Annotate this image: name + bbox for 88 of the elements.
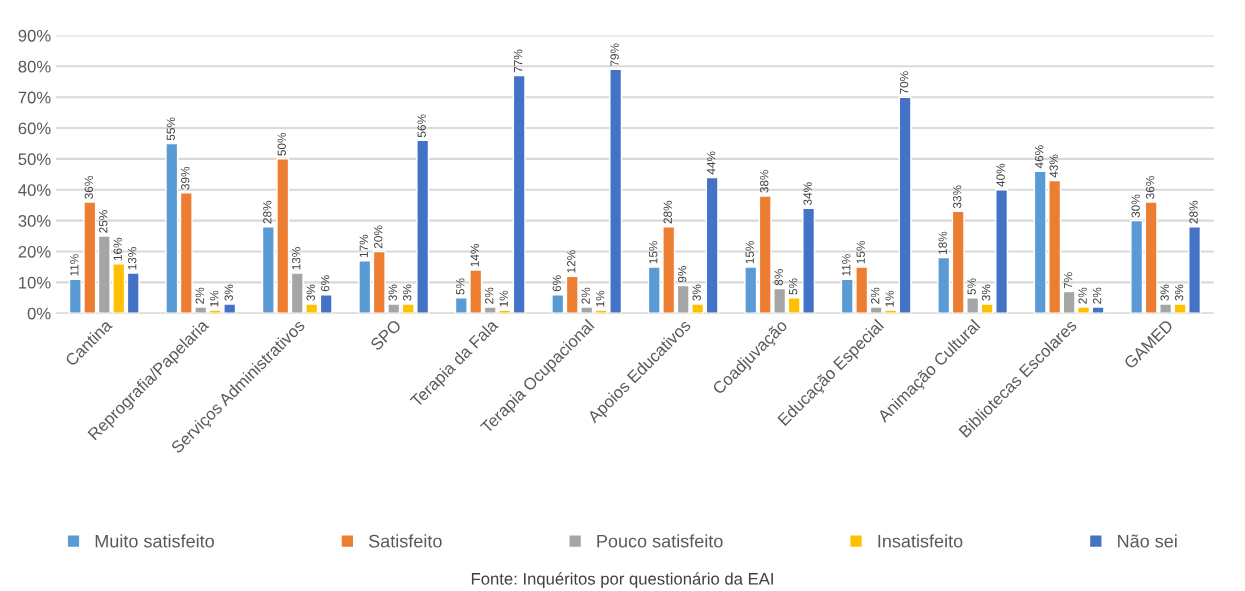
legend-label: Insatisfeito bbox=[878, 534, 963, 548]
legend-label: Pouco satisfeito bbox=[597, 534, 723, 548]
data-label: 36% bbox=[1145, 176, 1155, 199]
y-tick-label: 0% bbox=[27, 307, 51, 320]
data-label: 8% bbox=[774, 269, 783, 286]
data-label: 2% bbox=[195, 287, 204, 304]
data-label: 2% bbox=[581, 287, 590, 304]
y-tick-label: 50% bbox=[18, 153, 51, 166]
data-label: 43% bbox=[1049, 154, 1058, 178]
data-label: 15% bbox=[856, 240, 865, 264]
data-label: 77% bbox=[514, 49, 523, 73]
data-label: 50% bbox=[277, 132, 286, 156]
bar bbox=[1091, 306, 1105, 314]
data-label: 3% bbox=[403, 284, 412, 301]
bar bbox=[1130, 219, 1144, 314]
legend-label: Não sei bbox=[1118, 534, 1177, 548]
data-label: 28% bbox=[263, 200, 272, 224]
data-label: 5% bbox=[456, 278, 465, 295]
data-label: 28% bbox=[1189, 200, 1198, 224]
data-label: 1% bbox=[885, 290, 894, 307]
data-label: 15% bbox=[745, 240, 754, 264]
data-label: 2% bbox=[1092, 287, 1102, 304]
data-label: 5% bbox=[967, 278, 976, 295]
data-label: 17% bbox=[359, 234, 368, 258]
bar bbox=[898, 96, 912, 314]
data-label: 11% bbox=[70, 254, 79, 276]
legend-label: Satisfeito bbox=[368, 534, 442, 548]
data-label: 14% bbox=[470, 244, 479, 267]
data-label: 36% bbox=[84, 176, 93, 199]
data-label: 44% bbox=[707, 151, 716, 175]
y-tick-label: 60% bbox=[18, 122, 51, 135]
data-label: 1% bbox=[499, 290, 508, 307]
data-label: 28% bbox=[663, 200, 672, 224]
data-label: 25% bbox=[99, 210, 108, 233]
data-label: 79% bbox=[610, 43, 619, 67]
data-label: 46% bbox=[1035, 145, 1044, 169]
data-label: 30% bbox=[1131, 194, 1140, 218]
data-label: 7% bbox=[1064, 272, 1073, 289]
y-tick-label: 90% bbox=[18, 29, 51, 42]
data-label: 20% bbox=[374, 225, 383, 249]
data-label: 18% bbox=[938, 231, 947, 254]
legend-label: Muito satisfeito bbox=[95, 534, 214, 548]
bar bbox=[319, 294, 333, 314]
data-label: 6% bbox=[321, 275, 330, 292]
bar bbox=[551, 294, 565, 314]
data-label: 2% bbox=[870, 287, 880, 304]
data-label: 55% bbox=[166, 117, 175, 141]
data-label: 2% bbox=[485, 287, 494, 304]
y-tick-label: 70% bbox=[18, 91, 51, 104]
y-tick-label: 80% bbox=[18, 60, 51, 73]
data-label: 2% bbox=[1078, 287, 1087, 304]
bar bbox=[358, 260, 372, 314]
data-label: 6% bbox=[552, 275, 561, 292]
data-label: 13% bbox=[292, 247, 301, 270]
y-tick-label: 20% bbox=[18, 245, 51, 258]
y-tick-label: 40% bbox=[18, 184, 51, 196]
data-label: 40% bbox=[996, 163, 1005, 187]
data-label: 5% bbox=[789, 278, 798, 295]
data-label: 16% bbox=[113, 237, 122, 261]
data-label: 3% bbox=[306, 284, 315, 301]
data-label: 38% bbox=[760, 169, 769, 193]
data-label: 13% bbox=[128, 247, 137, 270]
source-note: Fonte: Inquéritos por questionário da EAI bbox=[471, 572, 773, 589]
data-label: 3% bbox=[692, 284, 701, 301]
data-label: 70% bbox=[899, 71, 909, 94]
data-label: 9% bbox=[678, 266, 687, 283]
y-tick-label: 10% bbox=[19, 276, 51, 289]
data-label: 34% bbox=[803, 182, 812, 206]
data-label: 3% bbox=[388, 284, 397, 301]
bar bbox=[165, 142, 179, 314]
data-label: 1% bbox=[596, 290, 605, 307]
bar bbox=[705, 176, 719, 314]
data-label: 3% bbox=[981, 284, 991, 301]
bar bbox=[937, 256, 951, 314]
data-label: 3% bbox=[1160, 284, 1169, 301]
data-label: 39% bbox=[181, 166, 190, 190]
y-tick-label: 30% bbox=[18, 215, 51, 227]
data-label: 3% bbox=[224, 284, 233, 301]
data-label: 11% bbox=[842, 254, 851, 276]
data-label: 15% bbox=[649, 240, 658, 264]
bar bbox=[126, 272, 140, 314]
bar bbox=[512, 74, 526, 314]
data-label: 12% bbox=[567, 250, 576, 273]
bar bbox=[744, 266, 758, 314]
data-label: 56% bbox=[417, 114, 426, 138]
data-label: 3% bbox=[1174, 284, 1184, 301]
data-label: 33% bbox=[952, 185, 962, 209]
data-label: 1% bbox=[210, 290, 219, 307]
